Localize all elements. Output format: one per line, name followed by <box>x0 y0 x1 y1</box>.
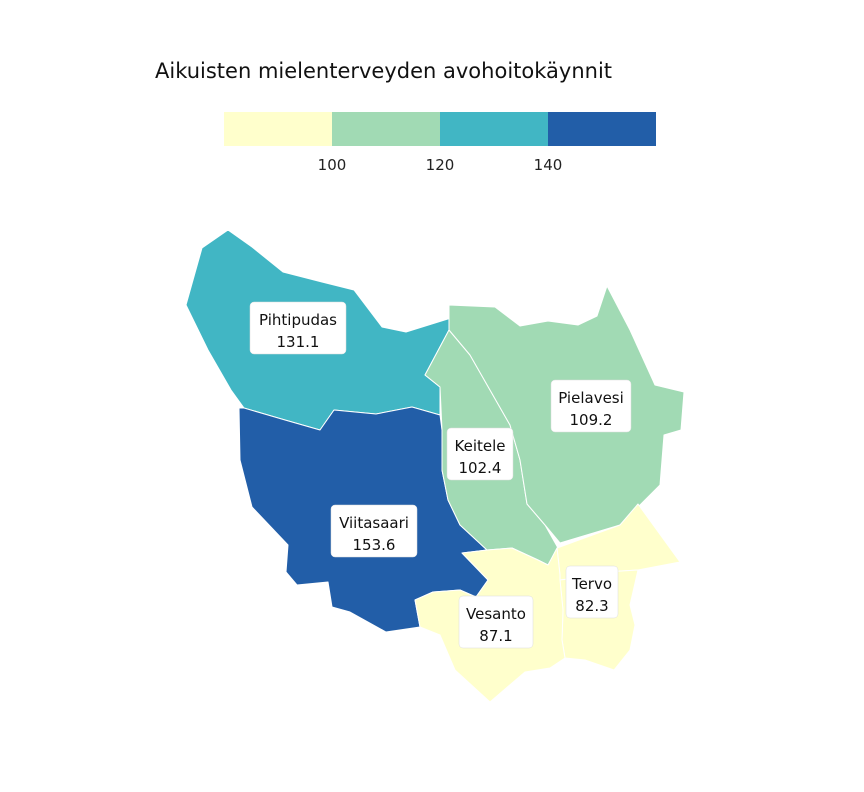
label-viitasaari-name: Viitasaari <box>339 514 409 532</box>
label-viitasaari: Viitasaari 153.6 <box>330 504 418 558</box>
legend-tick-140: 140 <box>534 156 563 174</box>
label-keitele: Keitele 102.4 <box>446 427 514 481</box>
region-labels: Pihtipudas 131.1 Viitasaari 153.6 Keitel… <box>249 301 632 649</box>
legend-tick-120: 120 <box>426 156 455 174</box>
label-vesanto-value: 87.1 <box>479 627 512 645</box>
legend-bin-4 <box>548 112 656 146</box>
label-pihtipudas-value: 131.1 <box>277 333 320 351</box>
legend-bin-2 <box>332 112 440 146</box>
legend-bin-1 <box>224 112 332 146</box>
legend-tick-100: 100 <box>318 156 347 174</box>
label-tervo: Tervo 82.3 <box>565 565 619 619</box>
label-vesanto: Vesanto 87.1 <box>458 595 534 649</box>
map-title: Aikuisten mielenterveyden avohoitokäynni… <box>155 59 612 83</box>
label-vesanto-name: Vesanto <box>466 605 526 623</box>
label-pielavesi-name: Pielavesi <box>558 389 624 407</box>
label-pihtipudas: Pihtipudas 131.1 <box>249 301 347 355</box>
label-pielavesi-value: 109.2 <box>570 411 613 429</box>
label-tervo-name: Tervo <box>571 575 612 593</box>
label-keitele-name: Keitele <box>455 437 506 455</box>
label-viitasaari-value: 153.6 <box>353 536 396 554</box>
legend-bin-3 <box>440 112 548 146</box>
label-tervo-value: 82.3 <box>575 597 608 615</box>
label-keitele-value: 102.4 <box>459 459 502 477</box>
label-pihtipudas-name: Pihtipudas <box>259 311 337 329</box>
label-pielavesi: Pielavesi 109.2 <box>550 379 632 433</box>
regions <box>185 229 685 703</box>
legend: 100 120 140 <box>224 112 656 174</box>
